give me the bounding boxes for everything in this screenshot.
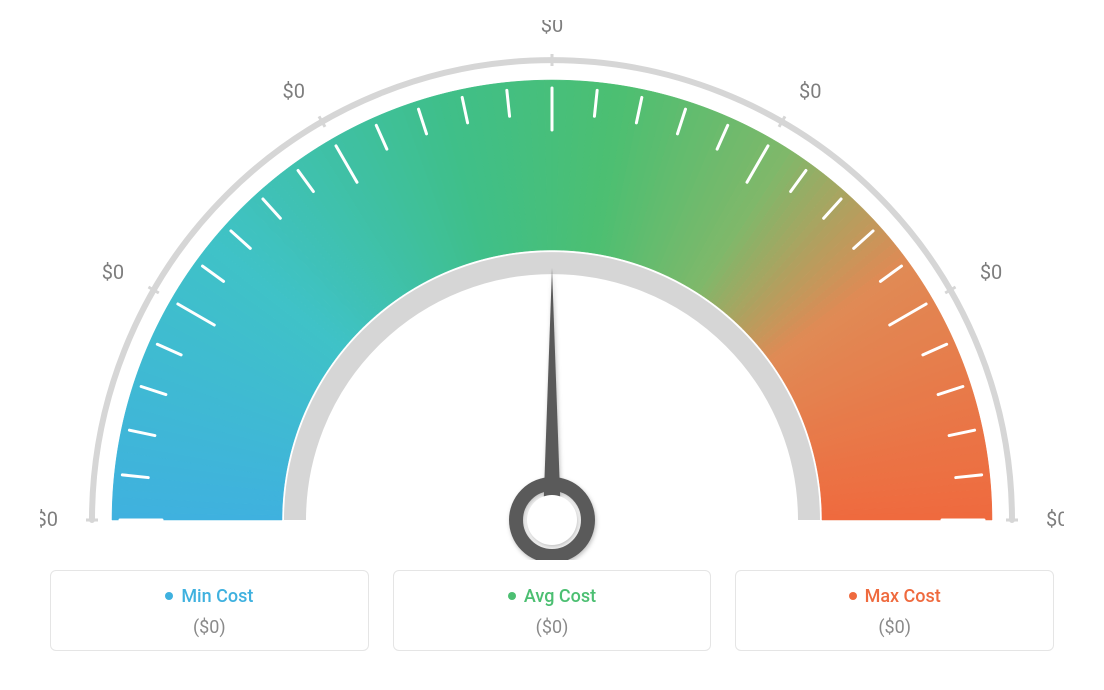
legend-dot-min — [165, 592, 173, 600]
legend-card-avg: Avg Cost ($0) — [393, 570, 712, 651]
tick-label: $0 — [980, 260, 1002, 284]
needle — [516, 268, 588, 556]
legend-row: Min Cost ($0) Avg Cost ($0) Max Cost ($0… — [40, 570, 1064, 651]
legend-dot-avg — [508, 592, 516, 600]
legend-title-min: Min Cost — [165, 586, 253, 607]
tick-label: $0 — [102, 260, 124, 284]
tick-label: $0 — [541, 20, 563, 37]
tick-label: $0 — [799, 79, 821, 103]
legend-dot-max — [849, 592, 857, 600]
legend-label-min: Min Cost — [181, 586, 253, 607]
legend-value-min: ($0) — [63, 617, 356, 638]
legend-value-avg: ($0) — [406, 617, 699, 638]
legend-value-max: ($0) — [748, 617, 1041, 638]
legend-title-avg: Avg Cost — [508, 586, 596, 607]
legend-label-max: Max Cost — [865, 586, 941, 607]
legend-card-min: Min Cost ($0) — [50, 570, 369, 651]
gauge-svg: $0 $0 $0 $0 $0 $0 $0 — [40, 20, 1064, 560]
legend-card-max: Max Cost ($0) — [735, 570, 1054, 651]
tick-label: $0 — [1046, 507, 1064, 531]
tick-label: $0 — [283, 79, 305, 103]
cost-gauge-widget: $0 $0 $0 $0 $0 $0 $0 Min Cost ($0) Avg Cost ($… — [0, 0, 1104, 690]
tick-label: $0 — [40, 507, 58, 531]
legend-label-avg: Avg Cost — [524, 586, 596, 607]
gauge-chart: $0 $0 $0 $0 $0 $0 $0 — [40, 20, 1064, 560]
legend-title-max: Max Cost — [849, 586, 941, 607]
